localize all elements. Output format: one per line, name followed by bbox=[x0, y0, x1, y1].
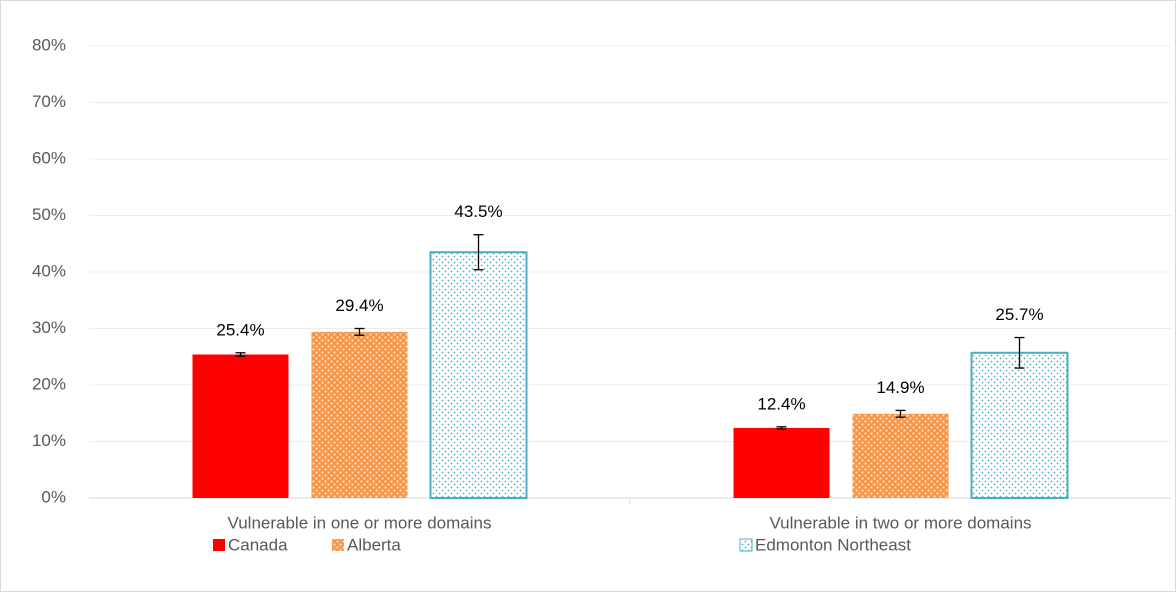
y-tick-label: 40% bbox=[32, 261, 66, 280]
bar bbox=[852, 413, 949, 498]
y-tick-label: 70% bbox=[32, 92, 66, 111]
legend-swatch bbox=[213, 539, 225, 551]
error-bar bbox=[1014, 336, 1025, 369]
legend-swatch bbox=[332, 539, 344, 551]
y-tick-label: 80% bbox=[32, 35, 66, 54]
data-label: 43.5% bbox=[454, 202, 502, 221]
error-bar bbox=[895, 409, 906, 418]
y-tick-label: 10% bbox=[32, 431, 66, 450]
y-tick-label: 20% bbox=[32, 374, 66, 393]
data-label: 25.7% bbox=[995, 305, 1043, 324]
error-bar bbox=[473, 234, 484, 271]
legend-swatch bbox=[739, 538, 753, 552]
error-bar bbox=[354, 327, 365, 336]
x-tick-label: Vulnerable in two or more domains bbox=[769, 513, 1031, 532]
y-tick-label: 50% bbox=[32, 205, 66, 224]
legend-label: Edmonton Northeast bbox=[755, 535, 911, 554]
error-bar bbox=[776, 426, 787, 430]
data-label: 25.4% bbox=[216, 320, 264, 339]
y-tick-label: 60% bbox=[32, 148, 66, 167]
data-label: 14.9% bbox=[876, 378, 924, 397]
y-tick-label: 0% bbox=[41, 487, 66, 506]
legend-label: Alberta bbox=[347, 535, 401, 554]
data-label: 29.4% bbox=[335, 296, 383, 315]
data-label: 12.4% bbox=[757, 394, 805, 413]
bar bbox=[429, 251, 528, 499]
bar bbox=[311, 331, 408, 498]
bar bbox=[192, 354, 289, 498]
bar bbox=[733, 427, 830, 498]
legend-label: Canada bbox=[228, 535, 288, 554]
x-tick-label: Vulnerable in one or more domains bbox=[228, 513, 492, 532]
bar bbox=[970, 351, 1069, 500]
error-bar bbox=[235, 352, 246, 357]
y-tick-label: 30% bbox=[32, 318, 66, 337]
